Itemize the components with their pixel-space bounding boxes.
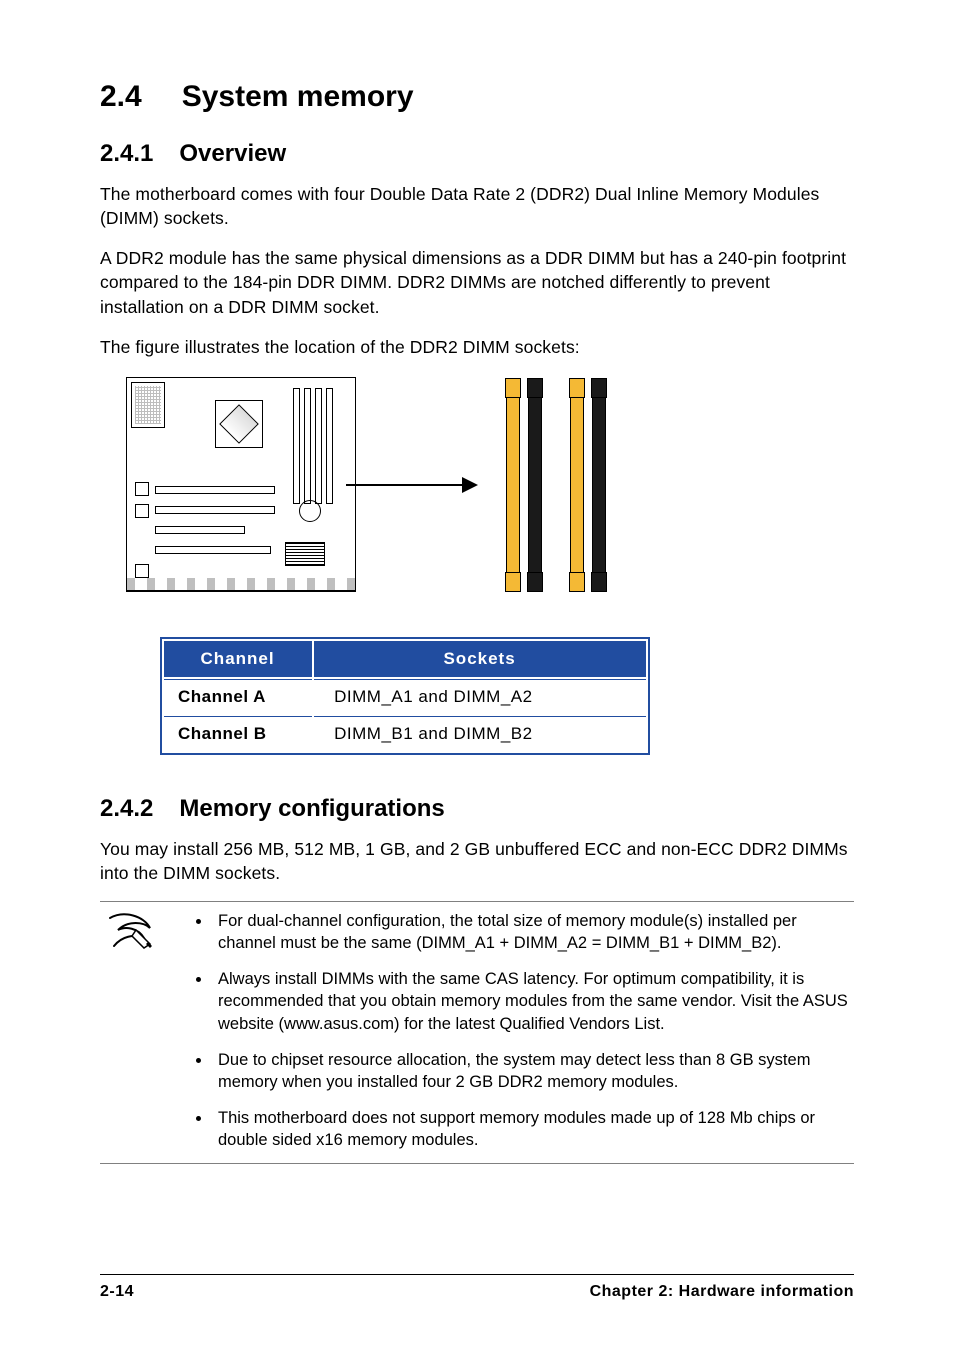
dimm-socket	[592, 395, 606, 575]
page-footer: 2-14 Chapter 2: Hardware information	[100, 1274, 854, 1301]
table-row: Channel A DIMM_A1 and DIMM_A2	[164, 679, 646, 714]
heading1-text: System memory	[182, 80, 414, 114]
note-item: For dual-channel configuration, the tota…	[212, 910, 852, 954]
cell-sockets: DIMM_A1 and DIMM_A2	[314, 679, 646, 714]
dimm-location-figure	[126, 375, 854, 595]
page: 2.4 System memory 2.4.1 Overview The mot…	[0, 0, 954, 1351]
sec1-title: Overview	[179, 140, 286, 168]
section-heading-1: 2.4 System memory	[100, 80, 854, 114]
heading1-number: 2.4	[100, 80, 142, 114]
sec2-title: Memory configurations	[179, 795, 444, 823]
dimm-socket	[570, 395, 584, 575]
arrow-icon	[346, 484, 476, 486]
dimm-socket	[528, 395, 542, 575]
cell-sockets: DIMM_B1 and DIMM_B2	[314, 716, 646, 751]
note-item: This motherboard does not support memory…	[212, 1107, 852, 1151]
channel-sockets-table: Channel Sockets Channel A DIMM_A1 and DI…	[160, 637, 650, 755]
overview-para-3: The figure illustrates the location of t…	[100, 335, 854, 359]
dimm-socket	[506, 395, 520, 575]
col-sockets: Sockets	[314, 641, 646, 677]
table-row: Channel B DIMM_B1 and DIMM_B2	[164, 716, 646, 751]
page-number: 2-14	[100, 1283, 134, 1301]
cell-channel: Channel B	[164, 716, 312, 751]
subsection-heading-overview: 2.4.1 Overview	[100, 140, 854, 168]
cell-channel: Channel A	[164, 679, 312, 714]
table-header-row: Channel Sockets	[164, 641, 646, 677]
subsection-heading-memconfig: 2.4.2 Memory configurations	[100, 795, 854, 823]
sec1-number: 2.4.1	[100, 140, 153, 168]
overview-para-1: The motherboard comes with four Double D…	[100, 182, 854, 230]
note-item: Always install DIMMs with the same CAS l…	[212, 968, 852, 1034]
memconfig-para-1: You may install 256 MB, 512 MB, 1 GB, an…	[100, 837, 854, 885]
motherboard-outline	[126, 377, 356, 592]
col-channel: Channel	[164, 641, 312, 677]
note-list: For dual-channel configuration, the tota…	[192, 910, 852, 1153]
dimm-sockets-detail	[506, 375, 606, 595]
sec2-number: 2.4.2	[100, 795, 153, 823]
pencil-note-icon	[102, 910, 170, 1153]
note-item: Due to chipset resource allocation, the …	[212, 1049, 852, 1093]
chapter-label: Chapter 2: Hardware information	[590, 1283, 854, 1301]
overview-para-2: A DDR2 module has the same physical dime…	[100, 246, 854, 318]
note-callout: For dual-channel configuration, the tota…	[100, 901, 854, 1164]
